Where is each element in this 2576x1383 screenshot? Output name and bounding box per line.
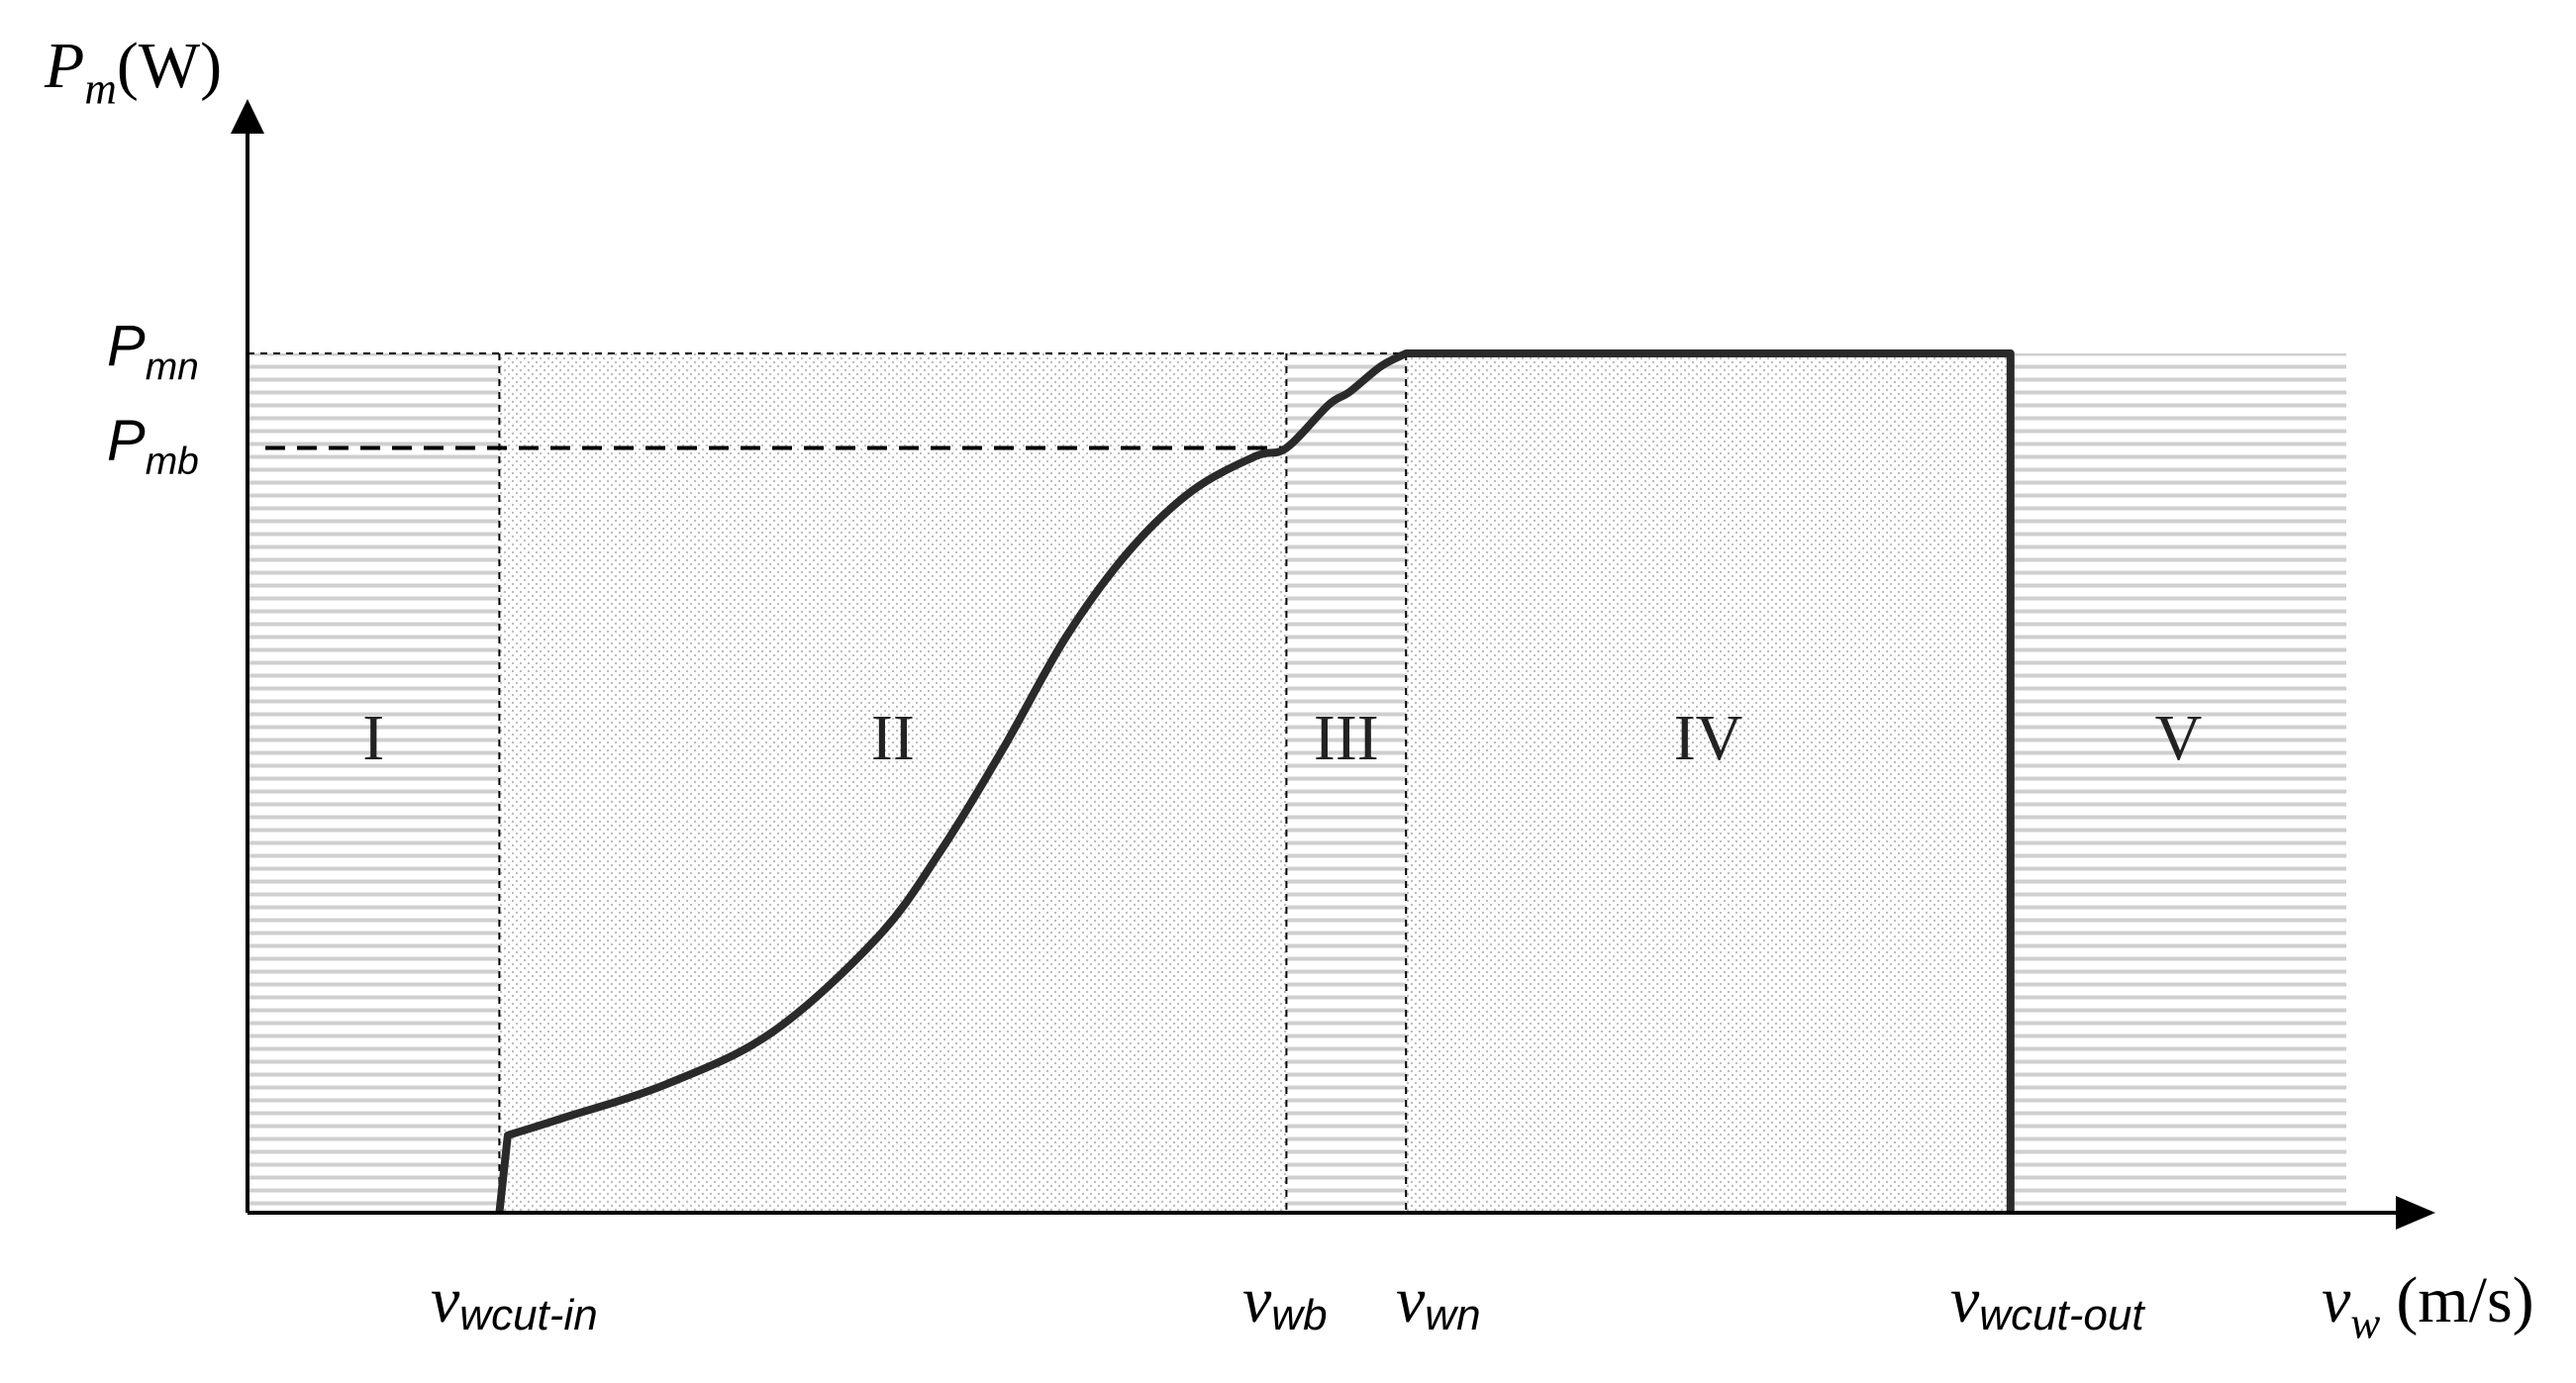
- y-tick-Pmb: Pmb: [107, 408, 199, 483]
- region-5-fill: [2010, 353, 2346, 1213]
- x-tick-vwn: vwn: [1396, 1264, 1481, 1339]
- region-2-label: II: [871, 702, 915, 774]
- x-axis-arrow: [2396, 1196, 2435, 1230]
- x-axis-title: vw (m/s): [2322, 1264, 2534, 1348]
- y-tick-Pmn: Pmn: [107, 314, 199, 389]
- power-curve-line: [495, 349, 2015, 1214]
- region-3-label: III: [1314, 702, 1379, 774]
- region-3-fill: [1286, 353, 1407, 1213]
- x-tick-vwcutout: vwcut-out: [1950, 1264, 2145, 1339]
- region-2-fill: [499, 353, 1287, 1213]
- guide-lines: [248, 352, 1408, 1213]
- region-1-label: I: [362, 702, 384, 774]
- y-axis-title: Pm(W): [44, 30, 222, 114]
- axes: [231, 99, 2435, 1230]
- region-4-label: IV: [1674, 702, 1743, 774]
- region-1-fill: [248, 353, 500, 1213]
- y-axis-arrow: [231, 99, 264, 134]
- x-tick-vwcutin: vwcut-in: [431, 1264, 598, 1339]
- operating-regions: I II III IV V: [248, 353, 2346, 1213]
- power-curve-layer: [495, 349, 2015, 1214]
- axis-labels: Pm(W) vw (m/s) Pmn Pmb vwcut-in vwb vwn vwcut-ou…: [44, 30, 2534, 1348]
- x-tick-vwb: vwb: [1242, 1264, 1328, 1339]
- region-5-label: V: [2155, 702, 2203, 774]
- region-4-fill: [1406, 353, 2011, 1213]
